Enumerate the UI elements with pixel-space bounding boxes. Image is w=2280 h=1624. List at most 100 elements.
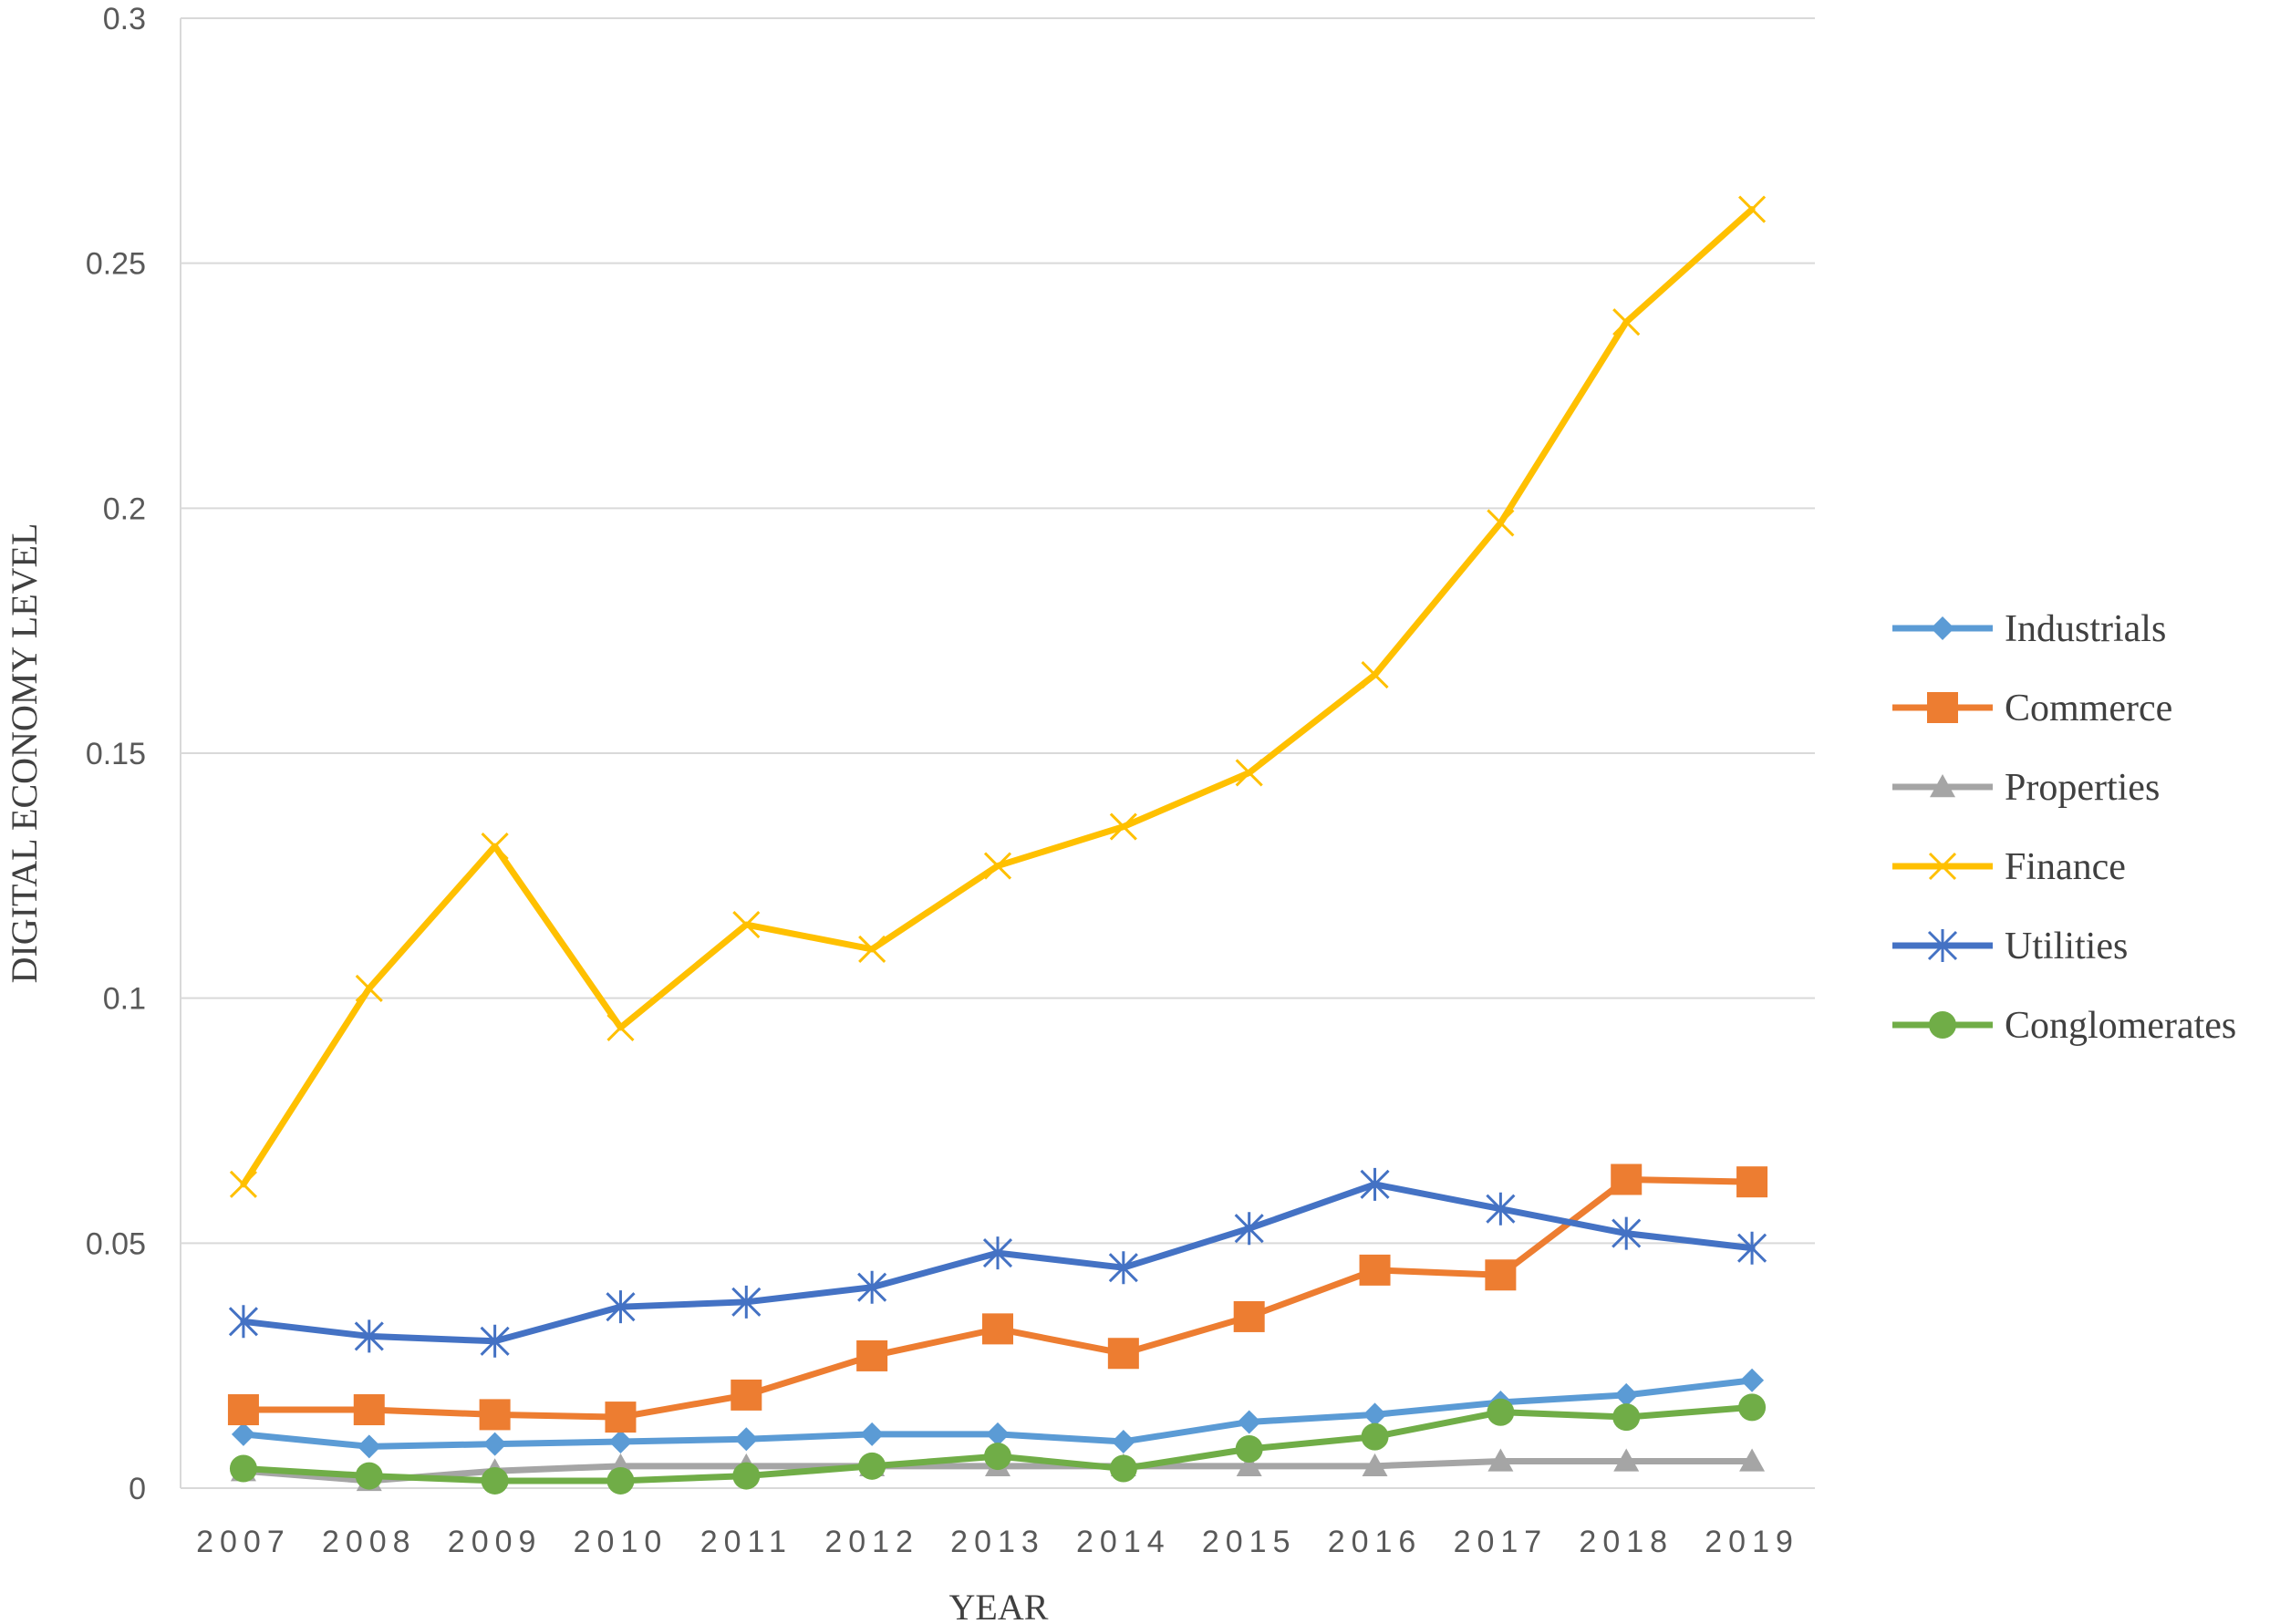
legend-marker <box>1928 852 1957 881</box>
legend-item: Industrials <box>1892 608 2166 650</box>
data-point <box>1738 195 1767 223</box>
data-point <box>1233 1300 1265 1332</box>
data-point <box>858 935 886 963</box>
legend-label: Industrials <box>2005 608 2166 650</box>
data-point <box>1363 1402 1387 1427</box>
data-point <box>354 1319 384 1353</box>
x-tick-label: 2012 <box>824 1525 919 1559</box>
data-point <box>1360 1167 1390 1201</box>
legend-item: Conglomerates <box>1892 1005 2236 1047</box>
data-point <box>982 1236 1013 1270</box>
y-tick-labels: 0 0.05 0.1 0.15 0.2 0.25 0.3 <box>86 2 146 1506</box>
data-point <box>227 1394 259 1426</box>
data-point <box>480 1324 510 1358</box>
data-point <box>1737 1231 1767 1265</box>
data-point <box>731 1285 762 1319</box>
data-point <box>1612 308 1641 336</box>
data-point <box>1485 1259 1517 1291</box>
legend-item: Finance <box>1892 846 2126 888</box>
y-tick-label: 0.1 <box>103 982 146 1017</box>
data-point <box>1235 1435 1263 1464</box>
y-tick-label: 0.05 <box>86 1226 146 1261</box>
data-point <box>482 1432 507 1456</box>
data-point <box>229 1170 257 1198</box>
data-point <box>982 1313 1013 1345</box>
x-tick-labels: 2007 2008 2009 2010 2011 2012 2013 2014 2015 2016… <box>196 1525 1799 1559</box>
data-point <box>1111 1429 1135 1453</box>
data-point <box>732 911 761 939</box>
legend-label: Conglomerates <box>2005 1005 2236 1047</box>
data-point <box>1236 1453 1262 1477</box>
x-tick-label: 2018 <box>1579 1525 1674 1559</box>
data-point <box>1612 1403 1641 1432</box>
series-conglomerates <box>229 1393 1767 1495</box>
data-point <box>481 1466 509 1495</box>
data-point <box>1614 1382 1639 1407</box>
legend-item: Commerce <box>1892 688 2172 729</box>
data-point <box>1611 1164 1643 1195</box>
legend: Industrials Commerce Properties Finance Util… <box>1892 608 2236 1047</box>
x-tick-label: 2019 <box>1705 1525 1799 1559</box>
series-finance <box>229 195 1767 1198</box>
data-point <box>734 1427 759 1452</box>
data-point <box>229 1454 257 1483</box>
data-point <box>606 1466 635 1495</box>
data-point <box>1736 1166 1768 1198</box>
legend-item: Properties <box>1892 767 2160 809</box>
data-point <box>984 1443 1011 1471</box>
data-point <box>355 1462 383 1490</box>
x-tick-label: 2007 <box>196 1525 291 1559</box>
data-point <box>481 833 509 861</box>
data-point <box>1108 1251 1138 1285</box>
data-point <box>983 852 1012 880</box>
y-tick-label: 0.15 <box>86 737 146 771</box>
data-point <box>1107 1338 1139 1370</box>
x-tick-label: 2016 <box>1328 1525 1423 1559</box>
data-point <box>858 1452 886 1480</box>
data-point <box>731 1379 762 1411</box>
data-point <box>1237 1410 1261 1434</box>
data-point <box>1487 1448 1514 1472</box>
legend-marker <box>1927 929 1958 962</box>
data-point <box>606 1013 635 1041</box>
legend-marker <box>1929 1011 1956 1039</box>
data-point <box>1109 812 1137 841</box>
x-axis-title: YEAR <box>949 1587 1049 1624</box>
data-point <box>1486 1192 1516 1226</box>
legend-item: Utilities <box>1892 926 2128 967</box>
data-point <box>231 1422 255 1446</box>
data-point <box>1362 1453 1388 1477</box>
data-point <box>856 1340 888 1371</box>
series-utilities <box>228 1167 1767 1358</box>
x-tick-label: 2017 <box>1454 1525 1549 1559</box>
y-tick-label: 0 <box>129 1472 146 1506</box>
data-point <box>228 1305 258 1339</box>
data-point <box>986 1422 1010 1446</box>
data-point <box>732 1462 761 1490</box>
legend-marker <box>1931 616 1954 640</box>
data-point <box>1109 1454 1137 1483</box>
series-group <box>227 195 1768 1495</box>
data-point <box>355 974 383 1002</box>
y-tick-label: 0.25 <box>86 247 146 282</box>
data-point <box>860 1422 885 1446</box>
data-point <box>353 1394 385 1426</box>
legend-marker <box>1930 774 1955 798</box>
legend-label: Properties <box>2005 767 2160 809</box>
data-point <box>1361 660 1389 689</box>
x-tick-label: 2009 <box>448 1525 543 1559</box>
x-tick-label: 2013 <box>950 1525 1045 1559</box>
data-point <box>1738 1393 1767 1422</box>
legend-marker <box>1927 692 1958 723</box>
data-point <box>1739 1448 1766 1472</box>
data-point <box>1235 759 1263 787</box>
data-point <box>1613 1448 1640 1472</box>
x-tick-label: 2011 <box>700 1525 793 1559</box>
data-point <box>606 1290 636 1324</box>
legend-label: Utilities <box>2005 926 2128 967</box>
data-point <box>357 1434 381 1459</box>
legend-label: Finance <box>2005 846 2126 888</box>
data-point <box>1487 509 1515 537</box>
x-tick-label: 2015 <box>1202 1525 1297 1559</box>
